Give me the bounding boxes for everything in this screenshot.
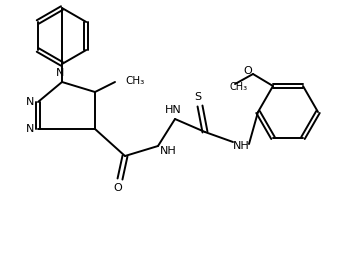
Text: CH₃: CH₃: [125, 76, 144, 86]
Text: O: O: [244, 66, 252, 76]
Text: N: N: [26, 97, 34, 107]
Text: NH: NH: [233, 141, 249, 151]
Text: HN: HN: [165, 105, 181, 115]
Text: NH: NH: [160, 146, 176, 156]
Text: CH₃: CH₃: [230, 82, 248, 92]
Text: S: S: [194, 92, 202, 102]
Text: N: N: [26, 124, 34, 134]
Text: O: O: [114, 183, 122, 193]
Text: N: N: [56, 68, 64, 78]
